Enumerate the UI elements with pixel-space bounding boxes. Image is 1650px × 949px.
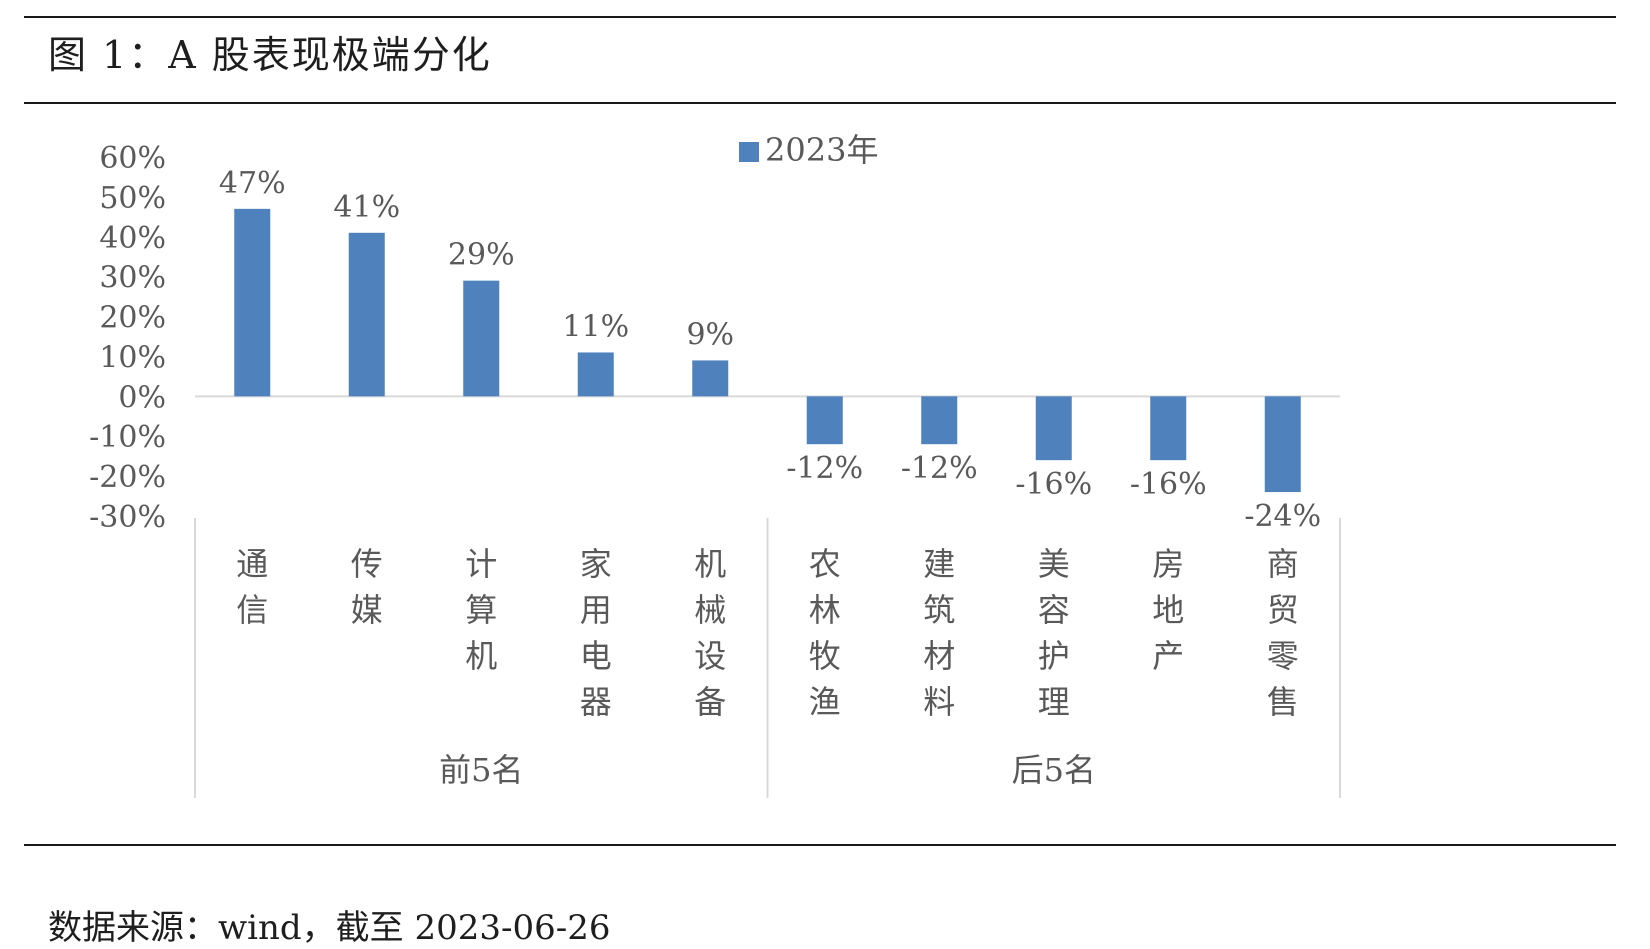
y-tick-label: 30% [99,261,166,296]
bar-美容护理 [1035,396,1072,461]
x-category-label: 传媒 [351,545,383,629]
top-rule [24,16,1616,18]
data-label: -12% [901,451,978,486]
bar-通信 [234,208,271,397]
y-tick-label: -20% [89,460,166,495]
bar-房地产 [1150,396,1187,461]
data-label: 11% [562,309,629,344]
bars: 47% 41% 29% 11% 9% -12% -12% -16% -16% -24% [219,166,1321,534]
y-tick-label: 20% [99,301,166,336]
x-group-label: 前5名 [439,751,523,789]
data-label: 9% [686,317,734,352]
figure-title: 图 1：A 股表现极端分化 [48,33,492,77]
bar-商贸零售 [1264,396,1301,493]
x-category-label: 家用电器 [580,545,612,721]
y-tick-label: 50% [99,181,166,216]
bottom-rule [24,844,1616,846]
y-tick-label: 0% [118,380,166,415]
data-label: 41% [333,190,400,225]
x-category-label: 房地产 [1152,545,1184,675]
data-label: -16% [1015,467,1092,502]
bar-家用电器 [577,352,614,397]
x-category-label: 商贸零售 [1267,545,1299,721]
data-label: -24% [1244,499,1321,534]
bar-计算机 [463,280,500,397]
legend-label: 2023年 [765,131,878,169]
data-label: -16% [1130,467,1207,502]
data-label: 47% [219,166,286,201]
y-tick-label: -10% [89,420,166,455]
x-category-label: 机械设备 [694,545,726,721]
bar-建筑材料 [921,396,958,445]
y-tick-label: 10% [99,340,166,375]
y-axis: 60% 50% 40% 30% 20% 10% 0% -10% -20% -30% [89,141,1340,535]
bar-机械设备 [692,360,729,397]
y-tick-label: -30% [89,500,166,535]
title-rule [24,102,1616,104]
x-category-label: 建筑材料 [923,545,955,721]
x-category-label: 通信 [236,545,268,629]
bar-传媒 [348,232,385,397]
source-note: 数据来源：wind，截至 2023-06-26 [48,908,611,948]
legend-swatch [739,142,759,162]
x-category-label: 农林牧渔 [809,545,841,721]
data-label: 29% [448,238,515,273]
bar-农林牧渔 [806,396,843,445]
y-tick-label: 40% [99,221,166,256]
x-category-label: 美容护理 [1038,545,1070,721]
x-group-label: 后5名 [1012,751,1096,789]
legend: 2023年 [739,131,878,169]
x-category-label: 计算机 [465,545,497,675]
y-tick-label: 60% [99,141,166,176]
data-label: -12% [786,451,863,486]
